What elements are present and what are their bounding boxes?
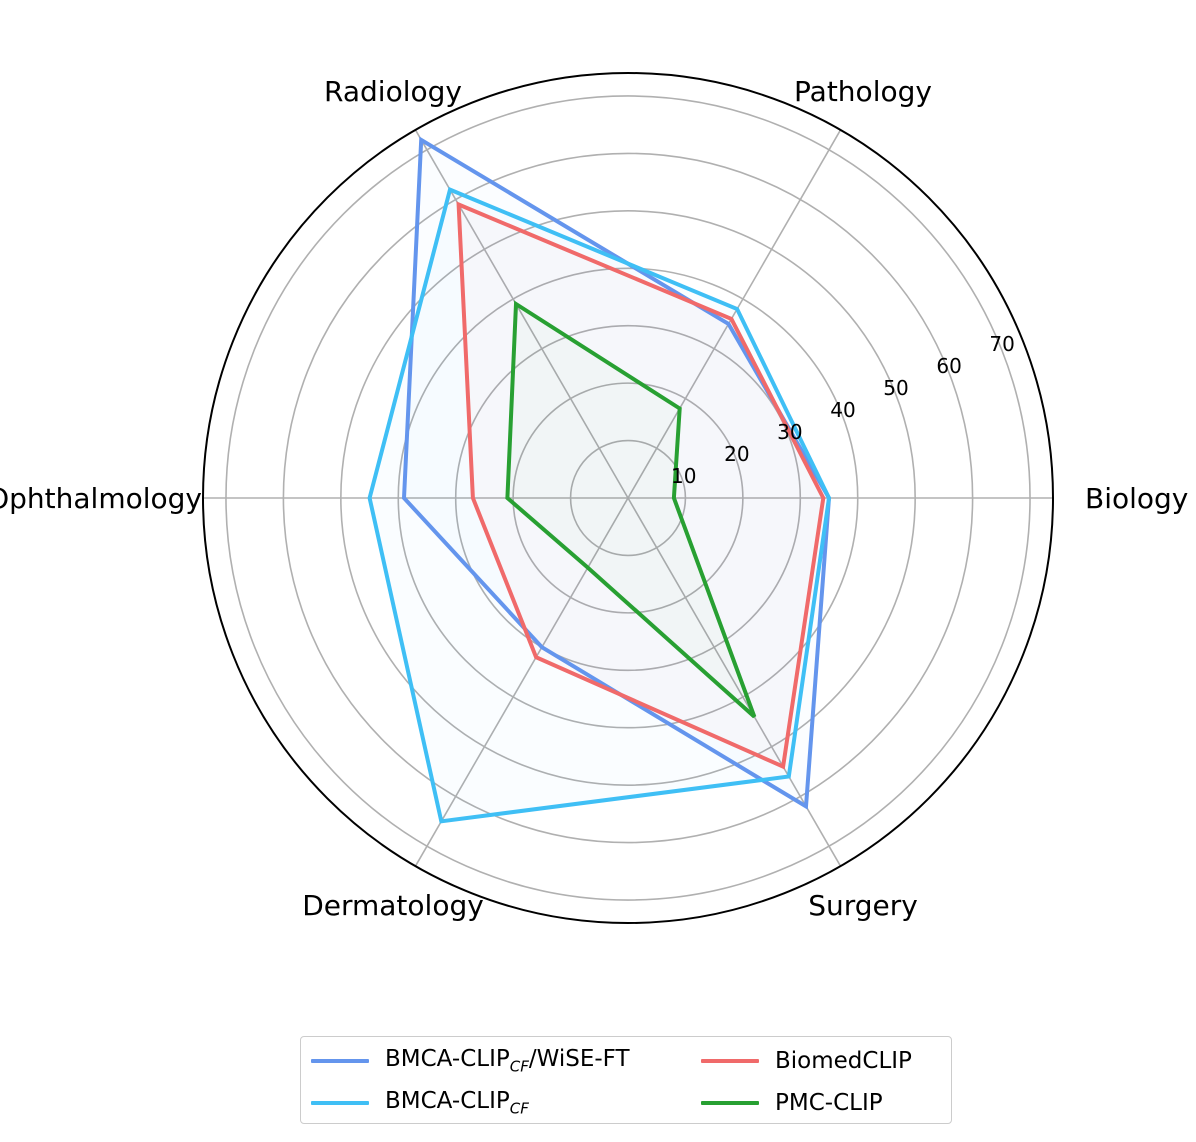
legend-item-bmca-clip-cf: BMCA-CLIPCF bbox=[311, 1083, 701, 1123]
grid-spoke bbox=[627, 129, 842, 499]
category-label-radiology: Radiology bbox=[324, 75, 462, 108]
series-line bbox=[456, 201, 826, 770]
series-line bbox=[367, 186, 832, 824]
series-line bbox=[505, 300, 757, 719]
legend-swatch bbox=[311, 1101, 369, 1105]
legend: BMCA-CLIPCF/WiSE-FT BiomedCLIP BMCA-CLIP… bbox=[300, 1036, 952, 1124]
legend-item-biomedclip: BiomedCLIP bbox=[701, 1041, 951, 1081]
legend-swatch bbox=[701, 1059, 759, 1063]
legend-label: BiomedCLIP bbox=[775, 1048, 912, 1074]
radial-tick-label: 70 bbox=[989, 332, 1014, 356]
category-label-pathology: Pathology bbox=[794, 75, 932, 108]
category-label-ophthalmology: Ophthalmology bbox=[0, 482, 202, 515]
legend-swatch bbox=[311, 1059, 369, 1063]
grid-spoke bbox=[414, 497, 629, 867]
radial-tick-label: 30 bbox=[777, 420, 802, 444]
series-line bbox=[401, 136, 832, 810]
legend-item-pmc-clip: PMC-CLIP bbox=[701, 1083, 951, 1123]
legend-item-bmca-clip-cf-wise-ft: BMCA-CLIPCF/WiSE-FT bbox=[311, 1041, 701, 1081]
category-label-biology: Biology bbox=[1085, 482, 1188, 515]
polar-frame bbox=[202, 72, 1054, 924]
legend-label: PMC-CLIP bbox=[775, 1090, 883, 1116]
radial-tick-label: 20 bbox=[724, 442, 749, 466]
legend-label: BMCA-CLIPCF bbox=[385, 1088, 529, 1118]
category-label-surgery: Surgery bbox=[808, 889, 918, 922]
legend-swatch bbox=[701, 1101, 759, 1105]
radial-tick-label: 50 bbox=[883, 376, 908, 400]
legend-label: BMCA-CLIPCF/WiSE-FT bbox=[385, 1046, 630, 1076]
category-label-dermatology: Dermatology bbox=[302, 889, 484, 922]
radial-tick-label: 60 bbox=[936, 354, 961, 378]
radial-tick-label: 40 bbox=[830, 398, 855, 422]
radial-tick-label: 10 bbox=[671, 464, 696, 488]
